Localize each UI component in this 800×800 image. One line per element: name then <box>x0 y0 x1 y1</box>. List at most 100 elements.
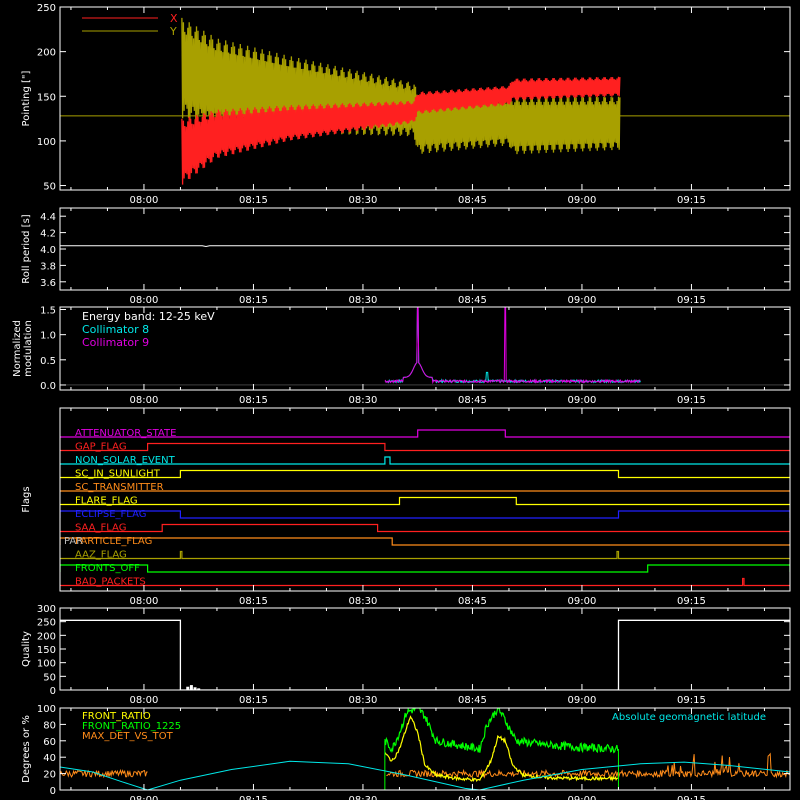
flag-line-eclipse-flag <box>60 510 790 519</box>
flag-label-saa-flag: SAA_FLAG <box>75 523 126 534</box>
x-tick-label: 08:45 <box>458 195 487 206</box>
panel-modulation: 08:00 08:15 08:30 08:45 09:00 09:15 0.0 0.5 1.0 1… <box>12 306 791 406</box>
y-axis-label: Flags <box>21 486 32 512</box>
x-tick-label: 09:15 <box>677 195 706 206</box>
flag-line-sc-in-sunlight <box>60 469 790 479</box>
x-tick-label: 08:00 <box>130 395 159 406</box>
legend-label-max-det-vs-tot: MAX_DET_VS_TOT <box>82 731 174 742</box>
legend-label-front-ratio: FRONT_RATIO <box>82 711 151 722</box>
flag-line-fronts-off <box>60 564 790 573</box>
y-tick-label: 300 <box>37 604 56 615</box>
y-tick-label: 40 <box>43 753 56 764</box>
flag-label-aaz-flag: AAZ_FLAG <box>75 550 127 561</box>
series-front-ratio-line <box>384 715 619 782</box>
flag-label-sc-in-sunlight: SC_IN_SUNLIGHT <box>75 469 161 480</box>
x-tick-label: 09:00 <box>568 695 597 706</box>
series-x-line <box>181 76 621 185</box>
x-tick-label: 08:45 <box>458 596 487 607</box>
series-max-det-vs-tot-line <box>60 752 790 779</box>
x-tick-label: 08:15 <box>239 395 268 406</box>
x-tick-label: 08:45 <box>458 795 487 800</box>
y-tick-label: 20 <box>43 770 56 781</box>
x-tick-label: 08:15 <box>239 795 268 800</box>
y-tick-label: 1.0 <box>40 331 56 342</box>
y-axis-label: Quality <box>21 631 32 667</box>
flag-label-eclipse-flag: ECLIPSE_FLAG <box>75 509 146 520</box>
panel-quality: 08:00 08:15 08:30 08:45 09:00 09:15 0 50 100 150 2… <box>21 604 791 706</box>
flag-overlap-label: PAR <box>64 536 83 547</box>
series-geomagnetic-latitude-line <box>60 760 790 790</box>
roll-period-line <box>60 245 790 248</box>
x-tick-label: 08:00 <box>130 596 159 607</box>
y-tick-label: 150 <box>37 92 56 103</box>
flag-line-flare-flag <box>60 496 790 506</box>
flag-label-flare-flag: FLARE_FLAG <box>75 496 138 507</box>
x-tick-label: 08:30 <box>349 295 378 306</box>
plot-area-modulation <box>60 307 790 386</box>
legend-label-y: Y <box>169 25 177 38</box>
y-tick-label: 0.5 <box>40 356 56 367</box>
flag-label-sc-transmitter: SC_TRANSMITTER <box>75 482 164 493</box>
x-tick-label: 09:15 <box>677 795 706 800</box>
y-tick-label: 1.5 <box>40 306 56 317</box>
x-tick-label: 08:00 <box>130 295 159 306</box>
y-axis-label: Pointing ["] <box>21 70 32 126</box>
x-tick-label: 08:15 <box>239 695 268 706</box>
flag-line-gap-flag <box>60 442 790 452</box>
legend-label-front-ratio-1225: FRONT_RATIO_1225 <box>82 721 181 732</box>
legend: FRONT_RATIOFRONT_RATIO_1225MAX_DET_VS_TO… <box>82 711 766 742</box>
legend: XY <box>82 12 178 38</box>
x-tick-label: 09:15 <box>677 695 706 706</box>
y-tick-label: 0.0 <box>40 381 56 392</box>
y-tick-label: 0 <box>50 786 56 797</box>
y-tick-label: 100 <box>37 137 56 148</box>
y-tick-label: 200 <box>37 631 56 642</box>
legend-label-x: X <box>170 12 178 25</box>
x-tick-label: 08:30 <box>349 195 378 206</box>
series-front-ratio-1225-line <box>384 708 619 754</box>
x-tick-label: 09:00 <box>568 195 597 206</box>
x-tick-label: 08:00 <box>130 695 159 706</box>
flag-line-attenuator-state <box>60 429 790 438</box>
axes-frame <box>59 6 791 191</box>
axes-frame <box>59 207 791 291</box>
x-tick-label: 08:30 <box>349 596 378 607</box>
y-tick-label: 50 <box>43 182 56 193</box>
energy-band-annotation: Energy band: 12-25 keV <box>82 310 215 323</box>
y-tick-label: 4.0 <box>40 245 56 256</box>
y-tick-label: 200 <box>37 48 56 59</box>
series-collimator-9-line <box>384 307 641 385</box>
panel-flags: 08:00 08:15 08:30 08:45 09:00 09:15 Flags ATTEN… <box>21 407 791 607</box>
y-tick-label: 50 <box>43 672 56 683</box>
quality-line <box>60 619 790 690</box>
y-tick-label: 80 <box>43 720 56 731</box>
y-axis-label: Degrees or % <box>21 715 32 783</box>
y-axis-label: Roll period [s] <box>21 214 32 283</box>
y-tick-label: 150 <box>37 645 56 656</box>
legend-label-collimator-9: Collimator 9 <box>82 336 149 349</box>
y-tick-label: 250 <box>37 3 56 14</box>
x-tick-label: 09:15 <box>677 395 706 406</box>
x-tick-label: 09:00 <box>568 295 597 306</box>
plot-area-roll <box>60 245 790 248</box>
y-tick-label: 4.4 <box>40 212 56 223</box>
flag-line-particle-flag <box>60 537 790 546</box>
x-tick-label: 08:15 <box>239 596 268 607</box>
x-tick-label: 09:00 <box>568 795 597 800</box>
panel-pointing: 08:00 08:15 08:30 08:45 09:00 09:15 50 100 150 20… <box>21 3 791 206</box>
x-tick-label: 08:00 <box>130 795 159 800</box>
flag-label-gap-flag: GAP_FLAG <box>75 442 127 453</box>
y-tick-label: 4.2 <box>40 229 56 240</box>
plot-area-pointing <box>60 17 790 185</box>
y-tick-label: 100 <box>37 659 56 670</box>
plot-area-ratios <box>60 708 790 790</box>
y-tick-label: 3.8 <box>40 261 56 272</box>
y-tick-label: 250 <box>37 618 56 629</box>
y-tick-label: 100 <box>37 704 56 715</box>
x-tick-label: 09:15 <box>677 596 706 607</box>
x-tick-label: 08:30 <box>349 695 378 706</box>
flag-label-non-solar-event: NON_SOLAR_EVENT <box>75 455 176 466</box>
y-axis-label: Normalized <box>12 320 23 377</box>
